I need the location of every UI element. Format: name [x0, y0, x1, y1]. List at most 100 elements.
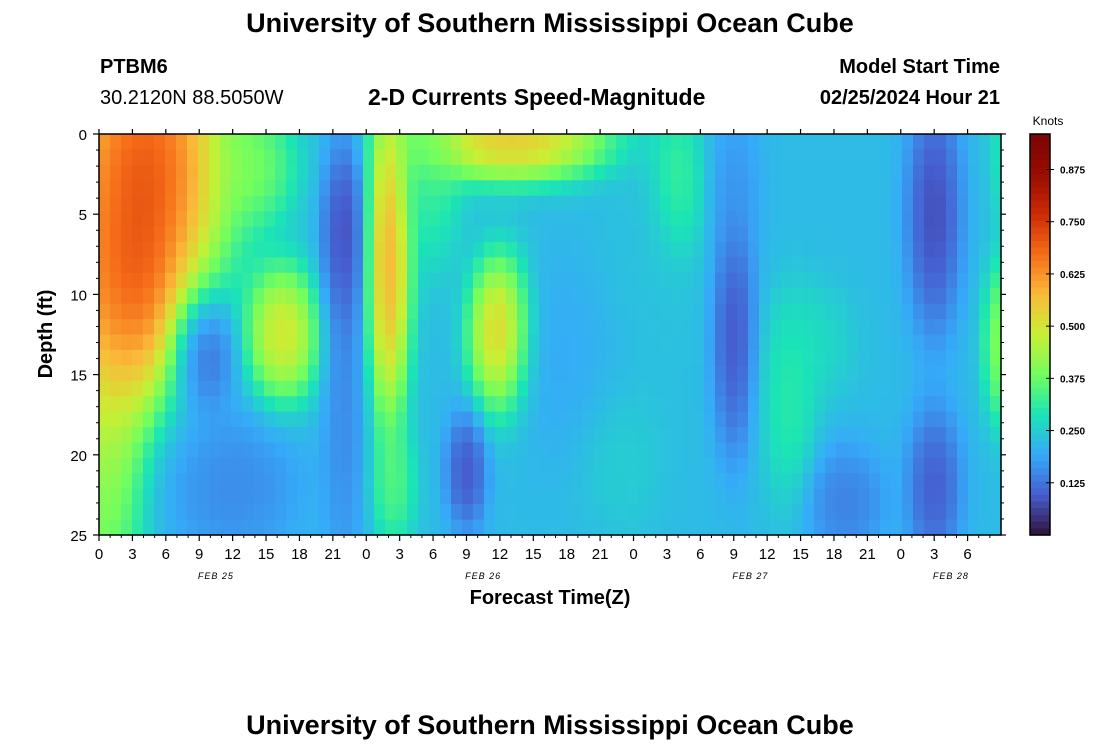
- heatmap-cell: [418, 365, 430, 382]
- heatmap-cell: [517, 473, 529, 490]
- heatmap-cell: [253, 427, 265, 444]
- heatmap-cell: [374, 226, 386, 243]
- heatmap-cell: [902, 180, 914, 197]
- heatmap-cell: [715, 134, 727, 151]
- heatmap-cell: [979, 180, 991, 197]
- heatmap-cell: [979, 211, 991, 228]
- heatmap-cell: [847, 288, 859, 305]
- heatmap-cell: [946, 241, 958, 258]
- heatmap-cell: [198, 211, 210, 228]
- heatmap-cell: [704, 396, 716, 413]
- heatmap-cell: [495, 195, 507, 212]
- heatmap-cell: [924, 504, 936, 521]
- heatmap-cell: [968, 180, 980, 197]
- heatmap-cell: [759, 380, 771, 397]
- heatmap-cell: [506, 303, 518, 320]
- heatmap-cell: [880, 427, 892, 444]
- heatmap-cell: [605, 380, 617, 397]
- colorbar-segment: [1030, 381, 1050, 389]
- heatmap-cell: [737, 303, 749, 320]
- heatmap-cell: [583, 164, 595, 181]
- heatmap-cell: [176, 473, 188, 490]
- heatmap-cell: [924, 288, 936, 305]
- heatmap-cell: [935, 257, 947, 274]
- heatmap-cell: [418, 288, 430, 305]
- heatmap-cell: [770, 380, 782, 397]
- heatmap-cell: [242, 149, 254, 166]
- colorbar-tick-label: 0.875: [1060, 166, 1085, 177]
- heatmap-cell: [451, 288, 463, 305]
- heatmap-cell: [132, 411, 144, 428]
- heatmap-cell: [132, 226, 144, 243]
- heatmap-cell: [704, 442, 716, 459]
- heatmap-cell: [319, 211, 331, 228]
- heatmap-cell: [979, 164, 991, 181]
- heatmap-cell: [825, 334, 837, 351]
- heatmap-cell: [132, 211, 144, 228]
- heatmap-cell: [638, 134, 650, 151]
- heatmap-cell: [132, 519, 144, 536]
- heatmap-cell: [418, 195, 430, 212]
- heatmap-cell: [869, 365, 881, 382]
- heatmap-cell: [220, 272, 232, 289]
- heatmap-cell: [561, 164, 573, 181]
- heatmap-cell: [825, 504, 837, 521]
- heatmap-cell: [748, 473, 760, 490]
- heatmap-cell: [880, 272, 892, 289]
- heatmap-cell: [748, 504, 760, 521]
- x-tick-label: 0: [629, 546, 637, 563]
- heatmap-cell: [297, 241, 309, 258]
- heatmap-cell: [187, 288, 199, 305]
- heatmap-cell: [869, 396, 881, 413]
- heatmap-cell: [671, 488, 683, 505]
- heatmap-cell: [176, 288, 188, 305]
- heatmap-cell: [363, 519, 375, 536]
- heatmap-cell: [638, 411, 650, 428]
- heatmap-cell: [385, 257, 397, 274]
- heatmap-cell: [385, 226, 397, 243]
- heatmap-cell: [121, 349, 133, 366]
- heatmap-cell: [627, 442, 639, 459]
- heatmap-cell: [176, 442, 188, 459]
- heatmap-cell: [473, 319, 485, 336]
- heatmap-cell: [946, 380, 958, 397]
- heatmap-cell: [704, 411, 716, 428]
- heatmap-cell: [748, 488, 760, 505]
- heatmap-cell: [341, 334, 353, 351]
- heatmap-cell: [143, 180, 155, 197]
- heatmap-cell: [748, 257, 760, 274]
- heatmap-cell: [594, 134, 606, 151]
- heatmap-cell: [330, 504, 342, 521]
- heatmap-cell: [330, 164, 342, 181]
- heatmap-cell: [341, 303, 353, 320]
- colorbar-segment: [1030, 294, 1050, 302]
- heatmap-cell: [275, 380, 287, 397]
- heatmap-cell: [506, 411, 518, 428]
- heatmap-cell: [869, 349, 881, 366]
- heatmap-cell: [187, 334, 199, 351]
- heatmap-cell: [429, 319, 441, 336]
- heatmap-cell: [693, 134, 705, 151]
- heatmap-cell: [528, 396, 540, 413]
- heatmap-cell: [330, 319, 342, 336]
- heatmap-cell: [308, 149, 320, 166]
- heatmap-cell: [891, 319, 903, 336]
- heatmap-cell: [495, 457, 507, 474]
- heatmap-cell: [891, 396, 903, 413]
- heatmap-cell: [473, 427, 485, 444]
- heatmap-cell: [209, 134, 221, 151]
- heatmap-cell: [198, 427, 210, 444]
- heatmap-cell: [506, 442, 518, 459]
- heatmap-cell: [297, 427, 309, 444]
- station-id: PTBM6: [100, 56, 168, 78]
- heatmap-cell: [770, 211, 782, 228]
- heatmap-cell: [704, 473, 716, 490]
- heatmap-cell: [935, 149, 947, 166]
- heatmap-cell: [913, 257, 925, 274]
- heatmap-cell: [759, 272, 771, 289]
- heatmap-cell: [671, 442, 683, 459]
- heatmap-cell: [286, 257, 298, 274]
- heatmap-cell: [858, 319, 870, 336]
- heatmap-cell: [660, 134, 672, 151]
- heatmap-cell: [473, 473, 485, 490]
